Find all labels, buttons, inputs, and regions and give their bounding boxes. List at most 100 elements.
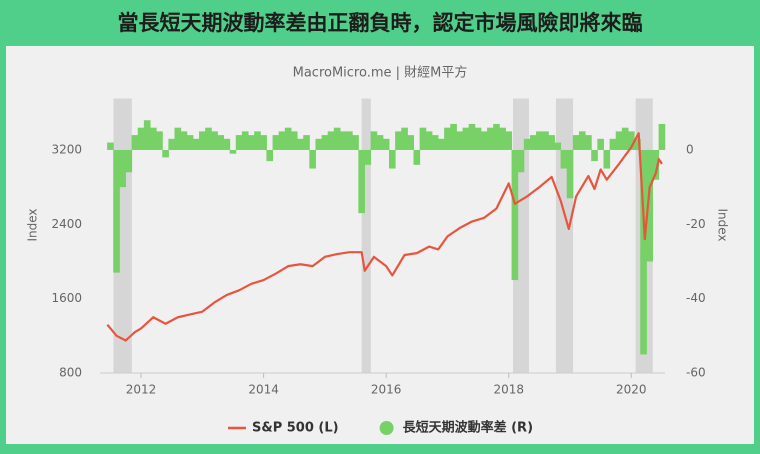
bar xyxy=(658,123,666,150)
bar xyxy=(199,131,206,150)
bar xyxy=(413,149,421,165)
y-tick-label: 3200 xyxy=(51,142,82,156)
y2-tick-label: 0 xyxy=(686,142,694,156)
bar xyxy=(186,135,194,150)
bar xyxy=(370,131,378,150)
bar xyxy=(272,135,280,150)
bar xyxy=(419,127,427,150)
bar xyxy=(640,149,647,355)
bar xyxy=(597,138,604,150)
bar xyxy=(487,127,494,150)
y-axis-title: Index xyxy=(26,208,40,241)
bar xyxy=(333,127,341,150)
bar xyxy=(627,131,635,150)
bar xyxy=(156,131,163,150)
bar xyxy=(585,135,592,150)
bar xyxy=(297,138,304,150)
bar xyxy=(468,123,476,150)
bar xyxy=(315,138,323,150)
bar xyxy=(290,131,298,150)
bar xyxy=(376,135,384,150)
bar xyxy=(634,138,641,150)
bar xyxy=(278,131,286,150)
y2-tick-label: -20 xyxy=(686,217,706,231)
bar xyxy=(493,123,500,150)
bar xyxy=(566,149,574,199)
chart-title: 當長短天期波動率差由正翻負時，認定市場風險即將來臨 xyxy=(118,11,643,35)
bar xyxy=(346,131,353,150)
bar xyxy=(303,135,310,150)
y-tick-label: 800 xyxy=(59,366,82,380)
bar xyxy=(180,131,188,150)
bar xyxy=(143,120,151,150)
bar xyxy=(248,135,255,150)
bar xyxy=(548,135,555,150)
legend-label: 長短天期波動率差 (R) xyxy=(403,420,533,436)
bar xyxy=(462,127,470,150)
bar xyxy=(603,149,611,169)
y2-tick-label: -40 xyxy=(686,291,706,305)
shaded-period xyxy=(361,98,371,373)
bar xyxy=(229,149,237,154)
bar xyxy=(235,135,243,150)
bar xyxy=(438,138,445,150)
legend-marker xyxy=(379,421,394,435)
bar xyxy=(192,138,200,150)
bar xyxy=(499,127,506,150)
bar xyxy=(401,127,408,150)
bar xyxy=(444,127,451,150)
bar xyxy=(646,149,653,262)
bar xyxy=(480,131,488,150)
y2-axis-title: Index xyxy=(716,208,730,241)
bar xyxy=(149,127,157,150)
bar xyxy=(168,138,176,150)
x-tick-label: 2016 xyxy=(371,383,402,397)
y-tick-label: 1600 xyxy=(51,291,82,305)
bar xyxy=(211,131,218,150)
x-tick-label: 2012 xyxy=(126,383,157,397)
bar xyxy=(321,135,329,150)
bar xyxy=(523,138,531,150)
bar xyxy=(554,142,562,150)
bar xyxy=(266,149,274,162)
x-tick-label: 2020 xyxy=(616,383,647,397)
bar xyxy=(327,131,335,150)
bar xyxy=(505,131,513,150)
bar xyxy=(217,135,225,150)
bar xyxy=(450,123,457,150)
bar xyxy=(137,127,145,150)
bar xyxy=(352,135,359,150)
bar xyxy=(119,149,126,188)
shaded-period xyxy=(555,98,574,373)
bar xyxy=(358,149,365,214)
bar xyxy=(339,131,347,150)
bar xyxy=(113,149,120,273)
bar xyxy=(174,127,182,150)
bar xyxy=(609,138,617,150)
bar xyxy=(425,131,433,150)
line xyxy=(106,132,663,342)
x-tick-label: 2014 xyxy=(248,383,279,397)
bar xyxy=(474,127,482,150)
bar xyxy=(162,149,169,158)
y2-tick-label: -60 xyxy=(686,366,706,380)
y-tick-label: 2400 xyxy=(51,217,82,231)
x-tick-label: 2018 xyxy=(493,383,524,397)
bar xyxy=(578,131,586,150)
bar xyxy=(407,135,415,150)
bar xyxy=(125,149,133,173)
bar xyxy=(560,149,568,169)
bar xyxy=(517,149,525,173)
bar xyxy=(364,149,372,165)
legend-label: S&P 500 (L) xyxy=(252,421,339,436)
bar xyxy=(536,131,543,150)
bar xyxy=(456,131,464,150)
bar xyxy=(621,127,629,150)
bar xyxy=(511,149,519,281)
bar xyxy=(542,131,549,150)
bar xyxy=(107,142,114,150)
bar xyxy=(284,127,292,150)
bar xyxy=(431,135,439,150)
chart-subtitle: MacroMicro.me | 財經M平方 xyxy=(293,65,468,81)
